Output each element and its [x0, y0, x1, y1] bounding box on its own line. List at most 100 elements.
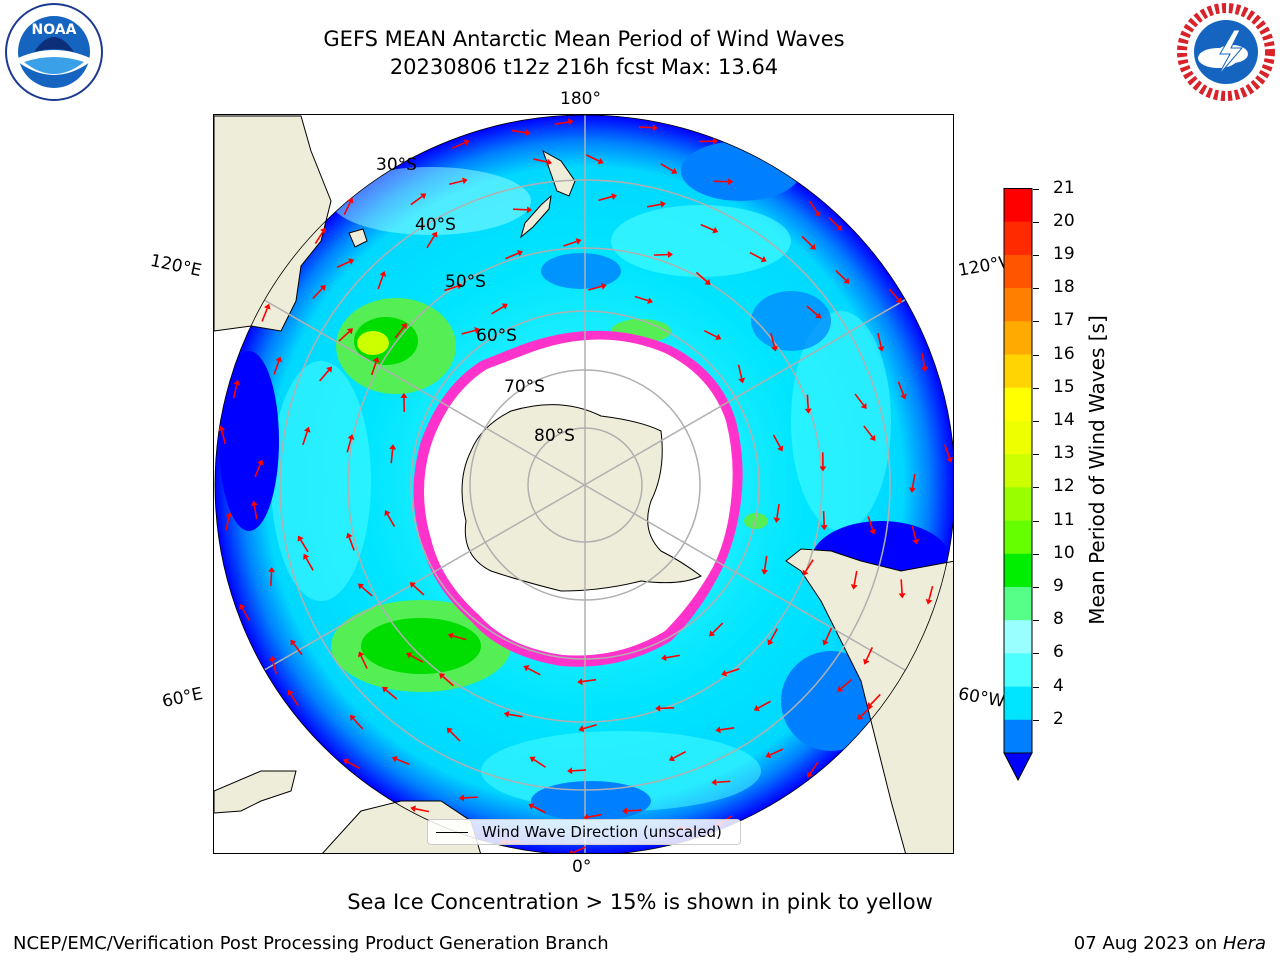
wind-arrow-head — [860, 402, 867, 410]
colorbar-band — [1004, 719, 1032, 754]
wind-arrow-shaft — [808, 200, 819, 214]
wind-arrow-shaft — [444, 285, 458, 292]
colorbar-tick-mark — [1033, 254, 1039, 256]
wind-arrow-head — [843, 277, 850, 284]
colorbar-band — [1004, 288, 1032, 322]
wind-arrow-head — [528, 803, 535, 810]
wind-arrow-shaft — [292, 643, 303, 656]
wind-arrow-shaft — [638, 126, 653, 129]
wind-arrow-head — [319, 284, 326, 291]
colorbar-tick-mark — [1033, 354, 1039, 356]
wind-arrow-shaft — [442, 675, 454, 687]
wind-arrow-head — [671, 167, 678, 174]
colorbar-tick-label: 10 — [1053, 542, 1075, 563]
noaa-logo-text: NOAA — [32, 22, 77, 38]
wind-arrow-head — [715, 333, 722, 341]
wind-arrow-head — [575, 238, 582, 245]
colorbar-band — [1004, 620, 1032, 654]
wind-arrow-shaft — [370, 361, 377, 376]
wind-arrow-shaft — [527, 667, 541, 676]
wind-arrow-head — [303, 426, 311, 433]
wind-arrow-head — [474, 326, 481, 334]
wind-arrow-shaft — [241, 607, 250, 621]
wind-arrow-shaft — [598, 195, 613, 202]
colorbar-tick-label: 12 — [1053, 476, 1075, 497]
wind-arrow-shaft — [396, 758, 410, 766]
wind-arrow-head — [773, 517, 781, 523]
wind-arrow-head — [320, 227, 326, 234]
wind-arrow-head — [819, 466, 827, 472]
colorbar-tick-label: 15 — [1053, 376, 1075, 397]
wind-arrow-head — [760, 256, 767, 263]
wind-arrow-shaft — [854, 393, 865, 406]
wind-arrow-head — [269, 655, 277, 662]
wind-arrow-shaft — [254, 463, 262, 478]
wind-arrow-head — [218, 425, 226, 432]
wind-arrow-shaft — [928, 585, 934, 600]
wind-arrow-head — [807, 771, 813, 778]
wind-arrow-head — [836, 224, 843, 231]
wind-arrow-shaft — [563, 240, 577, 247]
wind-arrow-shaft — [449, 180, 463, 186]
legend-line-icon — [436, 831, 468, 833]
wind-arrow-shaft — [806, 305, 818, 316]
wind-arrow-head — [863, 658, 870, 665]
colorbar-tick-label: 17 — [1053, 310, 1075, 331]
wind-arrow-shaft — [452, 635, 467, 641]
wind-arrow-shaft — [749, 251, 763, 260]
footer-credit: NCEP/EMC/Verification Post Processing Pr… — [13, 933, 609, 954]
wind-arrow-shaft — [305, 557, 314, 571]
colorbar-tick-label: 11 — [1053, 509, 1075, 530]
wind-arrow-head — [347, 434, 355, 440]
wind-arrow-head — [567, 767, 573, 775]
colorbar-tick-mark — [1033, 653, 1039, 655]
wind-arrow-head — [925, 598, 933, 605]
wind-arrow-head — [611, 193, 617, 200]
wind-arrow-shaft — [863, 425, 874, 438]
wind-arrow-head — [822, 639, 829, 646]
wind-arrow-head — [622, 807, 628, 815]
lon-label-180: 180° — [560, 89, 601, 109]
wind-arrow-head — [738, 377, 746, 384]
wind-arrow-head — [761, 569, 769, 575]
colorbar-tick-label: 14 — [1053, 409, 1075, 430]
wind-arrow-head — [660, 200, 666, 208]
wind-arrow-head — [668, 755, 675, 762]
wind-arrow-head — [809, 243, 816, 250]
wind-arrow-shaft — [835, 269, 847, 281]
wind-arrow-shaft — [505, 252, 519, 260]
wind-arrow-head — [711, 778, 717, 786]
lat-label-60s: 60°S — [476, 326, 517, 346]
wind-arrow-head — [920, 366, 928, 372]
colorbar-tick-mark — [1033, 420, 1039, 422]
wind-arrow-head — [850, 584, 858, 590]
wind-arrow-head — [456, 282, 463, 290]
colorbar-band — [1004, 420, 1032, 455]
wind-arrow-head — [290, 639, 297, 646]
colorbar-tick-label: 19 — [1053, 243, 1075, 264]
wind-arrow-shaft — [336, 260, 350, 269]
wind-arrow-head — [867, 702, 874, 709]
wind-arrow-head — [379, 271, 387, 277]
wind-arrow-shaft — [394, 326, 405, 339]
colorbar-tick-label: 21 — [1053, 177, 1075, 198]
wind-arrow-head — [526, 206, 533, 214]
wind-arrow-shaft — [695, 271, 708, 283]
wind-arrow-shaft — [634, 295, 649, 302]
wind-arrow-shaft — [449, 730, 461, 742]
wind-arrow-shaft — [700, 223, 714, 231]
lat-label-40s: 40°S — [415, 215, 456, 235]
wind-arrow-head — [597, 157, 604, 165]
wind-arrow-shaft — [232, 384, 238, 399]
wind-arrow-shaft — [897, 381, 905, 396]
wind-arrow-shaft — [299, 539, 309, 553]
wind-arrow-head — [516, 250, 523, 257]
wind-arrow-shaft — [348, 537, 355, 551]
wind-arrow-shaft — [712, 622, 724, 634]
lon-label-0: 0° — [572, 857, 592, 877]
wind-arrow-head — [667, 251, 673, 259]
wind-arrow-shaft — [860, 706, 872, 717]
wind-arrow-head — [348, 258, 355, 265]
caption: Sea Ice Concentration > 15% is shown in … — [347, 890, 933, 914]
colorbar-band — [1004, 653, 1032, 687]
